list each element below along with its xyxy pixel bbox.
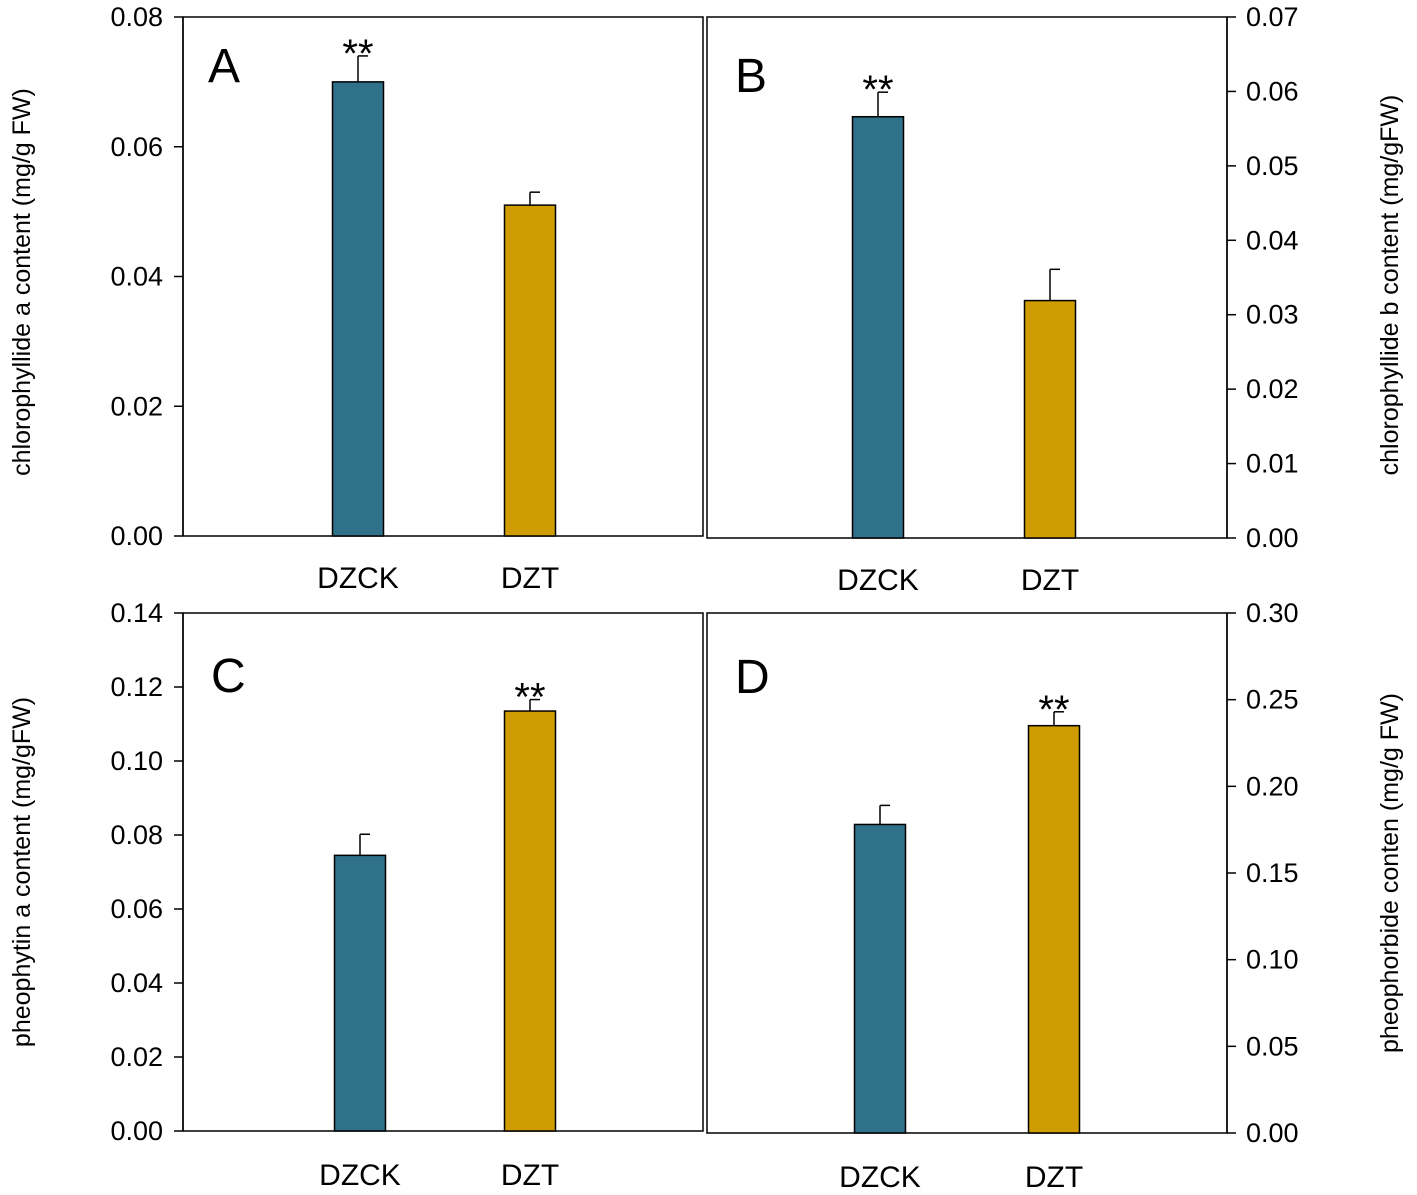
y-tick-label: 0.15 <box>1246 858 1299 888</box>
y-tick-label: 0.05 <box>1246 151 1299 181</box>
category-label-dzck: DZCK <box>319 1159 401 1192</box>
plot-frame <box>182 612 704 1132</box>
category-label-dzt: DZT <box>1025 1161 1083 1194</box>
y-tick-label: 0.04 <box>1246 225 1299 255</box>
y-tick-label: 0.08 <box>110 820 163 850</box>
category-label-dzck: DZCK <box>839 1161 921 1194</box>
category-label-dzt: DZT <box>501 562 559 595</box>
significance-mark: ** <box>862 68 893 112</box>
significance-mark: ** <box>514 676 545 720</box>
bar-dzck <box>333 854 387 1132</box>
plot-frame <box>706 612 1228 1134</box>
bar-dzt <box>503 710 557 1132</box>
category-label-dzck: DZCK <box>317 562 399 595</box>
y-tick-label: 0.06 <box>1246 76 1299 106</box>
significance-mark: ** <box>1038 688 1069 732</box>
y-tick-label: 0.00 <box>110 1116 163 1146</box>
y-tick-label: 0.30 <box>1246 598 1299 628</box>
panel-b: 0.00 0.01 0.02 0.03 0.04 0.05 0.06 0.07 ** DZCK DZ… <box>706 2 1404 597</box>
y-tick-label: 0.04 <box>110 262 163 292</box>
y-tick-label: 0.05 <box>1246 1031 1299 1061</box>
y-tick-label: 0.01 <box>1246 449 1299 479</box>
panel-d: 0.00 0.05 0.10 0.15 0.20 0.25 0.30 DZCK ** DZT Dph… <box>706 598 1404 1194</box>
y-axis-title: chlorophyllide b content (mg/gFW) <box>1376 95 1404 476</box>
category-label-dzt: DZT <box>501 1159 559 1192</box>
y-tick-label: 0.10 <box>1246 945 1299 975</box>
panel-a: 0.00 0.02 0.04 0.06 0.08 ** DZCK DZT Achlorophyl… <box>8 2 704 595</box>
y-tick-label: 0.25 <box>1246 685 1299 715</box>
panel-c: 0.00 0.02 0.04 0.06 0.08 0.10 0.12 0.14 DZCK ** DZ… <box>8 598 704 1192</box>
y-tick-label: 0.08 <box>110 2 163 32</box>
y-axis-title: pheophytin a content (mg/gFW) <box>8 697 36 1047</box>
y-tick-label: 0.02 <box>110 1042 163 1072</box>
bar-dzt <box>1027 724 1081 1134</box>
y-tick-label: 0.10 <box>110 746 163 776</box>
significance-mark: ** <box>342 32 373 76</box>
y-tick-label: 0.02 <box>110 391 163 421</box>
bar-dzt <box>1023 299 1077 539</box>
panel-letter: B <box>735 50 767 103</box>
y-axis-title: chlorophyllide a content (mg/g FW) <box>8 88 36 476</box>
plot-frame <box>706 16 1228 539</box>
plot-frame <box>182 16 704 537</box>
y-tick-label: 0.00 <box>1246 523 1299 553</box>
category-label-dzck: DZCK <box>837 564 919 597</box>
bar-dzt <box>503 204 557 537</box>
bar-dzck <box>853 823 907 1134</box>
panel-letter: D <box>735 651 770 704</box>
y-tick-label: 0.00 <box>110 521 163 551</box>
y-tick-label: 0.06 <box>110 132 163 162</box>
y-axis-title: pheophorbide conten (mg/g FW) <box>1376 693 1404 1053</box>
bar-dzck <box>331 81 385 537</box>
bar-dzck <box>851 115 905 539</box>
y-tick-label: 0.12 <box>110 672 163 702</box>
panel-letter: A <box>208 40 240 93</box>
category-label-dzt: DZT <box>1021 564 1079 597</box>
y-tick-label: 0.04 <box>110 968 163 998</box>
panel-letter: C <box>211 650 246 703</box>
y-tick-label: 0.14 <box>110 598 163 628</box>
y-tick-label: 0.20 <box>1246 771 1299 801</box>
y-tick-label: 0.02 <box>1246 374 1299 404</box>
y-tick-label: 0.03 <box>1246 300 1299 330</box>
y-tick-label: 0.00 <box>1246 1118 1299 1148</box>
y-tick-label: 0.06 <box>110 894 163 924</box>
y-tick-label: 0.07 <box>1246 2 1299 32</box>
